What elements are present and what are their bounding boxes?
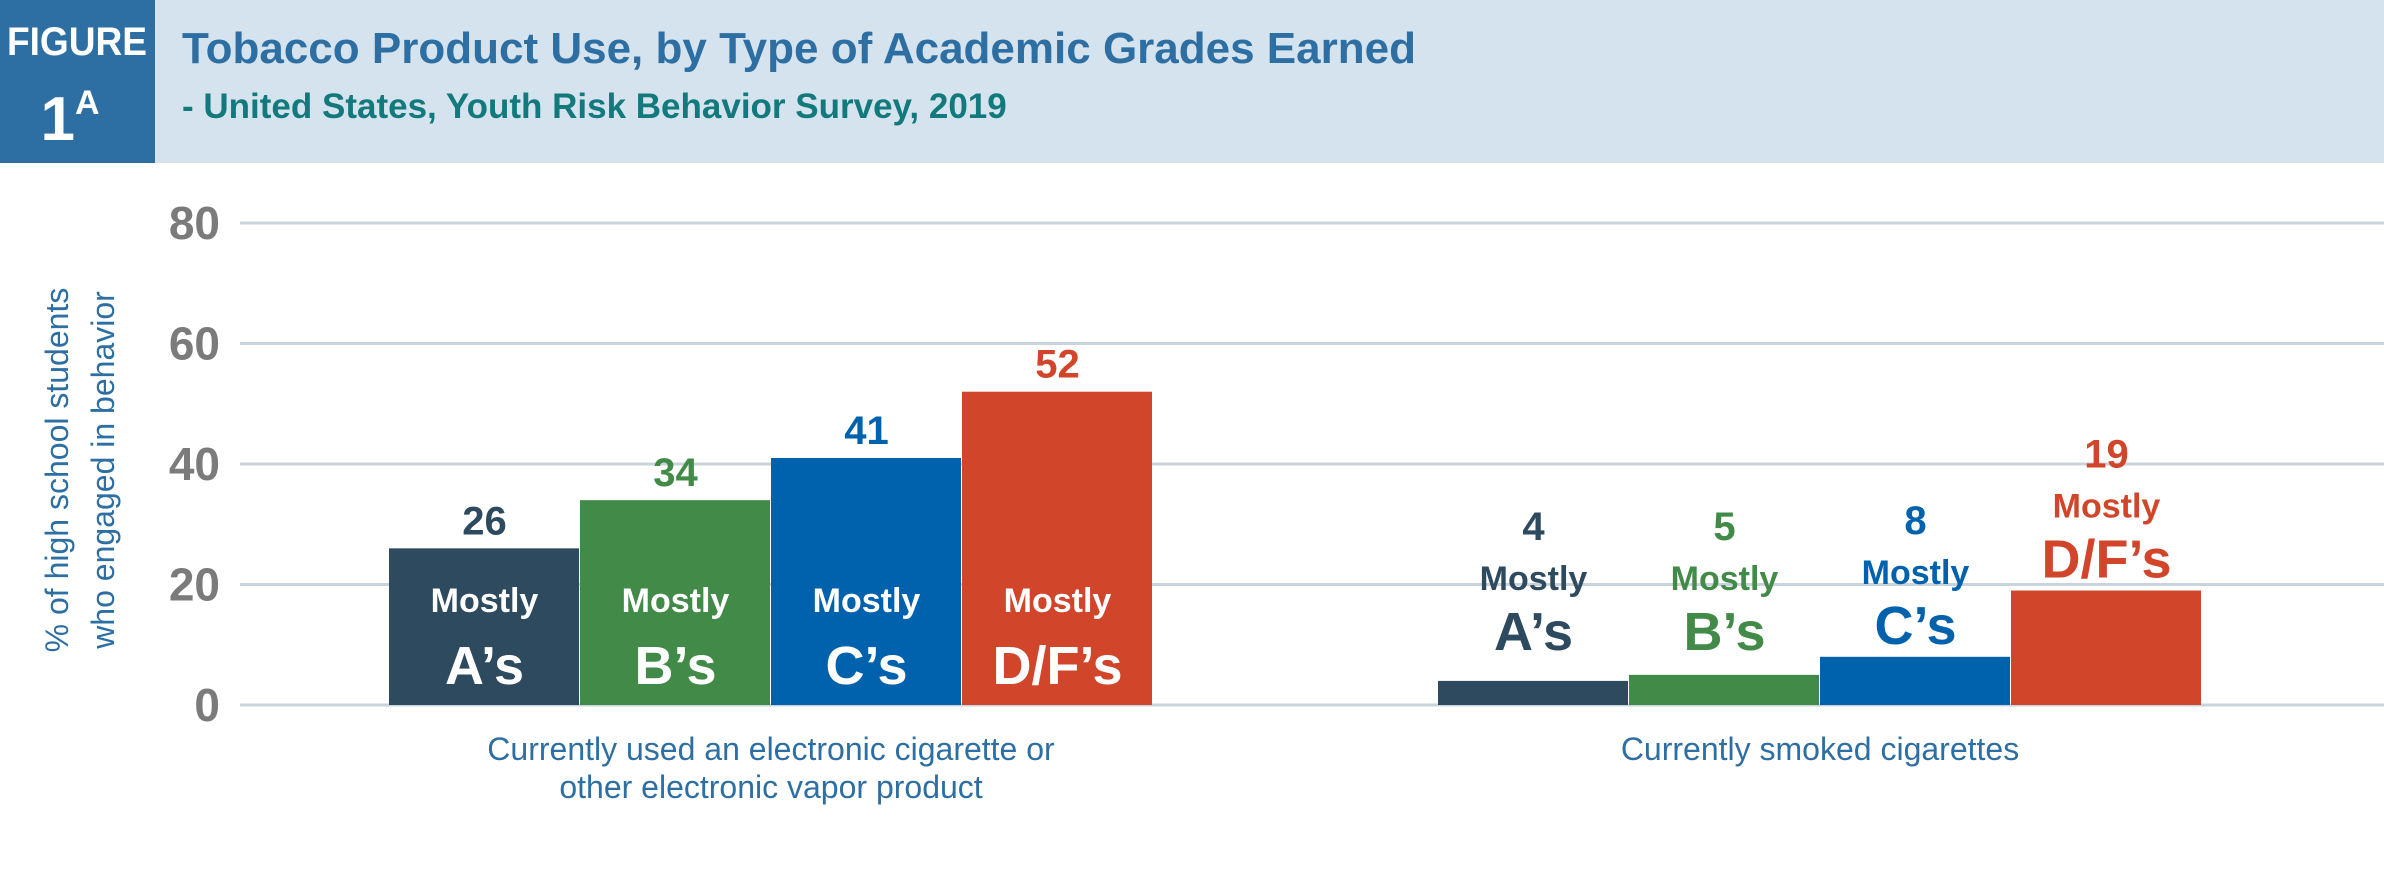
value-label: 8 [1904,499,1926,543]
figure-number: 1A [40,84,99,154]
value-label: 5 [1713,505,1735,549]
x-category-label: other electronic vapor product [559,769,982,805]
series-prefix-label: Mostly [1480,560,1588,598]
header-band [0,0,2384,163]
series-name-label: C’s [1874,596,1956,656]
value-label: 4 [1522,505,1545,549]
bar [1629,674,1819,705]
y-tick-label: 40 [169,438,220,490]
series-name-label: B’s [634,636,716,696]
x-category-labels: Currently used an electronic cigarette o… [487,731,2019,805]
y-axis-label: % of high school students who engaged in … [39,288,121,653]
y-tick-label: 20 [169,559,220,611]
bar [1438,680,1628,705]
series-name-label: C’s [825,636,907,696]
y-axis: 0 20 40 60 80 [169,197,220,731]
bar [389,548,579,705]
y-tick-label: 0 [194,679,220,731]
series-prefix-label: Mostly [1671,560,1779,598]
series-name-label: A’s [445,636,524,696]
series-prefix-label: Mostly [813,582,921,620]
value-label: 19 [2084,433,2129,477]
figure-number-box [0,0,155,163]
value-label: 52 [1035,343,1080,387]
y-tick-label: 60 [169,318,220,370]
bar [580,500,770,705]
value-label: 41 [844,409,889,453]
bar [2011,590,2201,705]
y-axis-label-line: % of high school students [39,288,75,653]
y-tick-label: 80 [169,197,220,249]
chart-title: Tobacco Product Use, by Type of Academic… [182,24,1416,73]
bars: 26 Mostly A’s 34 Mostly B’s 41 Mostly C’s 52 Mostl… [389,343,2201,705]
series-prefix-label: Mostly [622,582,730,620]
series-name-label: D/F’s [2041,530,2171,590]
figure-label: FIGURE [7,20,147,64]
bar [1820,656,2010,705]
bar [962,391,1152,705]
bar [771,457,961,705]
x-category-label: Currently used an electronic cigarette o… [487,731,1055,767]
series-prefix-label: Mostly [431,582,539,620]
series-prefix-label: Mostly [2053,488,2161,526]
figure-suffix: A [75,84,100,122]
value-label: 26 [462,499,507,543]
x-category-label: Currently smoked cigarettes [1621,731,2019,767]
series-name-label: D/F’s [992,636,1122,696]
value-label: 34 [653,451,698,495]
series-prefix-label: Mostly [1862,554,1970,592]
series-name-label: B’s [1683,602,1765,662]
series-name-label: A’s [1494,602,1573,662]
series-prefix-label: Mostly [1004,582,1112,620]
y-axis-label-line: who engaged in behavior [85,291,121,650]
chart-subtitle: - United States, Youth Risk Behavior Sur… [182,87,1007,126]
